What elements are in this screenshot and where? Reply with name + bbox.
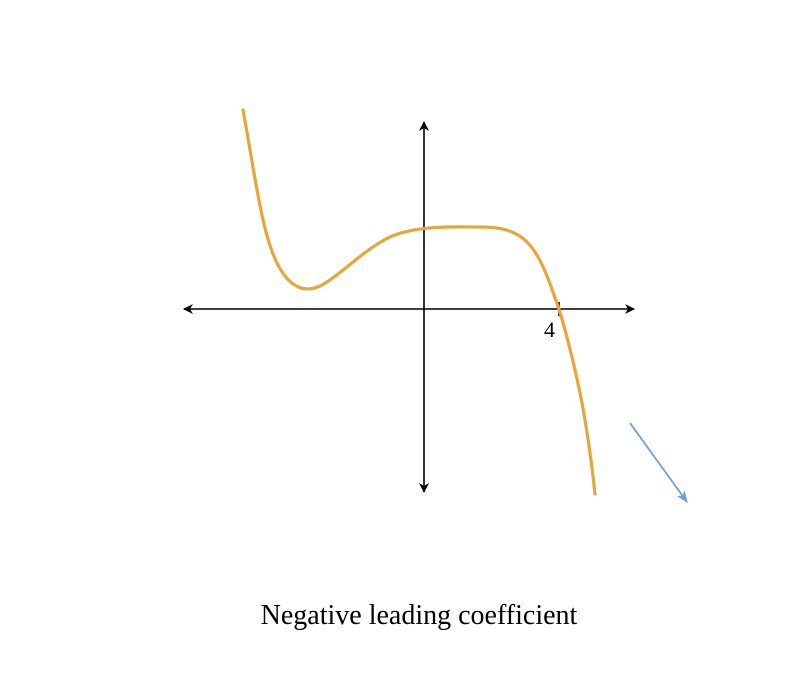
end-behavior-arrow: [629, 422, 688, 503]
x-tick-label-4: 4: [544, 317, 555, 342]
caption: Negative leading coefficient: [260, 600, 578, 631]
polynomial-curve: [241, 108, 597, 496]
